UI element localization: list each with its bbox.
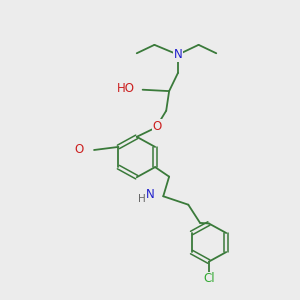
Text: H: H bbox=[138, 194, 146, 204]
Text: HO: HO bbox=[117, 82, 135, 95]
Text: O: O bbox=[74, 143, 84, 157]
Text: O: O bbox=[153, 120, 162, 133]
Text: Cl: Cl bbox=[203, 272, 215, 286]
Text: N: N bbox=[174, 48, 182, 61]
Text: N: N bbox=[146, 188, 154, 201]
